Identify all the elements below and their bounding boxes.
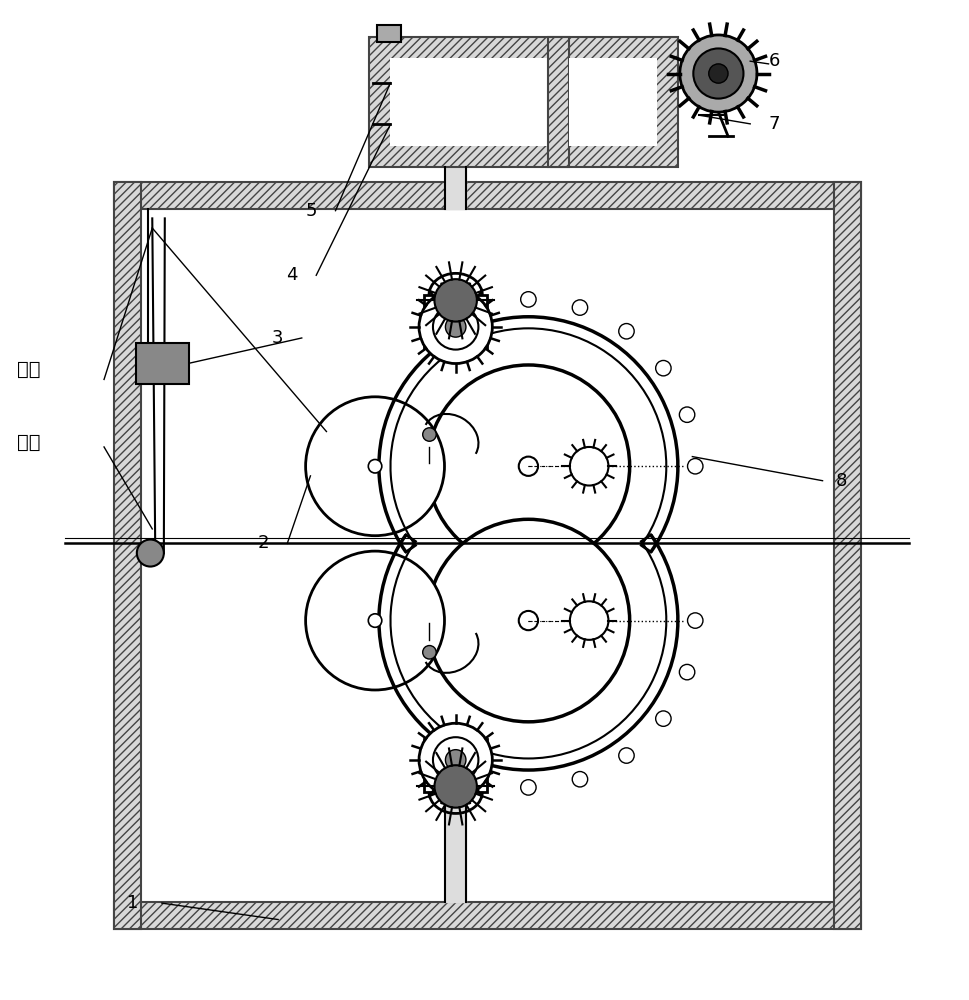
Circle shape — [518, 611, 538, 630]
Circle shape — [434, 279, 477, 322]
Text: 4: 4 — [286, 266, 297, 284]
Circle shape — [368, 459, 382, 473]
Circle shape — [426, 519, 629, 722]
Bar — [833, 182, 860, 929]
Text: 8: 8 — [835, 472, 847, 490]
Circle shape — [572, 300, 587, 315]
Bar — [113, 182, 141, 929]
Bar — [391, 58, 656, 146]
Circle shape — [432, 737, 478, 783]
Circle shape — [693, 48, 742, 99]
Text: 7: 7 — [767, 115, 779, 133]
Circle shape — [655, 360, 671, 376]
Circle shape — [679, 35, 756, 112]
Circle shape — [618, 748, 634, 763]
Circle shape — [678, 407, 694, 422]
Circle shape — [678, 664, 694, 680]
Circle shape — [422, 324, 438, 339]
Text: 1: 1 — [127, 894, 139, 912]
Circle shape — [422, 646, 436, 659]
Circle shape — [655, 711, 671, 726]
Circle shape — [445, 750, 465, 770]
Circle shape — [419, 723, 492, 797]
Circle shape — [708, 64, 728, 83]
Circle shape — [520, 780, 536, 795]
Circle shape — [434, 765, 477, 808]
Circle shape — [419, 290, 492, 364]
Text: 3: 3 — [271, 329, 283, 347]
Text: 2: 2 — [257, 534, 268, 552]
Circle shape — [520, 292, 536, 307]
Circle shape — [305, 551, 444, 690]
Bar — [136, 343, 189, 384]
Bar — [423, 739, 486, 792]
Bar — [377, 25, 400, 42]
Bar — [113, 902, 860, 929]
Circle shape — [422, 748, 438, 763]
Bar — [547, 37, 569, 167]
Text: 5: 5 — [305, 202, 317, 220]
Circle shape — [137, 540, 164, 567]
Circle shape — [432, 304, 478, 350]
Circle shape — [368, 614, 382, 627]
Circle shape — [618, 324, 634, 339]
Bar — [423, 295, 486, 348]
Circle shape — [687, 459, 703, 474]
Text: 面料: 面料 — [17, 433, 41, 452]
Circle shape — [518, 457, 538, 476]
Circle shape — [687, 613, 703, 628]
Circle shape — [569, 601, 608, 640]
Text: 膜材: 膜材 — [17, 360, 41, 379]
Circle shape — [572, 772, 587, 787]
Bar — [569, 58, 656, 146]
Circle shape — [305, 397, 444, 536]
Circle shape — [445, 317, 465, 337]
Circle shape — [569, 447, 608, 486]
Circle shape — [426, 365, 629, 568]
Text: 6: 6 — [767, 52, 779, 70]
Circle shape — [469, 300, 484, 315]
Bar — [141, 209, 833, 902]
Bar — [369, 37, 677, 167]
Bar — [113, 182, 860, 209]
Circle shape — [469, 772, 484, 787]
Circle shape — [422, 428, 436, 441]
